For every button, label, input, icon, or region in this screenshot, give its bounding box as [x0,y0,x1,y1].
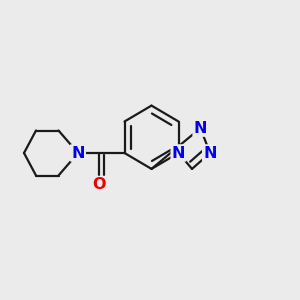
Text: N: N [71,146,85,160]
Text: N: N [172,146,185,160]
Text: N: N [203,146,217,160]
Text: O: O [92,177,106,192]
Text: N: N [194,121,207,136]
